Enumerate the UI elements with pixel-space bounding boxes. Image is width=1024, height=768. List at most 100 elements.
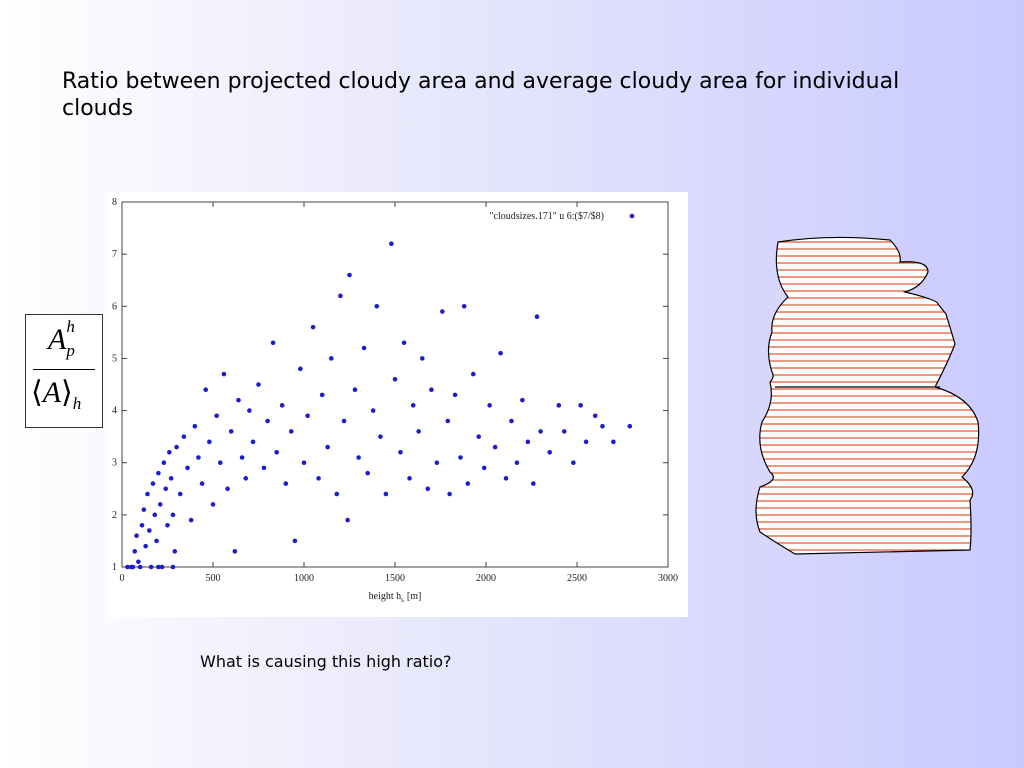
point	[378, 434, 383, 439]
x-axis-label-unit: [m]	[407, 591, 421, 602]
y-tick-label: 5	[112, 353, 117, 364]
point	[503, 476, 509, 481]
point	[356, 455, 361, 460]
point	[352, 387, 358, 393]
point	[492, 444, 498, 450]
point	[398, 449, 403, 455]
point	[165, 522, 170, 528]
point	[154, 538, 159, 544]
point	[319, 392, 325, 398]
point	[203, 387, 209, 393]
point	[465, 481, 471, 486]
point	[141, 507, 147, 512]
fraction-bar	[33, 369, 95, 370]
y-tick-label: 3	[112, 458, 117, 469]
point	[338, 293, 343, 299]
point	[168, 476, 174, 481]
y-tick-label: 4	[112, 406, 117, 417]
point	[177, 491, 183, 497]
point	[305, 413, 310, 419]
point	[458, 455, 463, 460]
point	[214, 413, 219, 419]
cloud-stripes	[756, 237, 979, 555]
point	[392, 376, 398, 382]
cloud-drawing	[755, 236, 980, 555]
point	[279, 403, 285, 408]
point	[210, 502, 216, 507]
point	[561, 429, 567, 434]
point	[167, 449, 172, 455]
point	[188, 517, 194, 523]
point	[152, 512, 158, 518]
point	[292, 538, 298, 544]
point	[130, 564, 136, 570]
point	[274, 449, 279, 455]
point	[416, 429, 421, 434]
point	[389, 241, 394, 247]
y-tick-label: 7	[112, 249, 117, 260]
point	[283, 481, 289, 486]
x-axis-label: height hs [m]	[369, 591, 422, 604]
chart: 1 2 3 4 5 6 7 8 0 500 1000 1500 2000 2500 3000 height h…	[112, 197, 678, 604]
point	[410, 403, 416, 408]
x-tick-label: 2500	[567, 573, 587, 584]
point	[461, 303, 467, 309]
point	[256, 382, 261, 387]
point	[132, 549, 138, 554]
point	[170, 564, 176, 570]
point	[534, 314, 540, 320]
point	[347, 272, 352, 278]
point	[470, 371, 476, 377]
point	[174, 444, 179, 450]
point	[250, 439, 256, 445]
point	[134, 533, 139, 539]
point	[228, 429, 234, 434]
point	[192, 423, 198, 429]
legend-label: "cloudsizes.171" u 6:($7/$8)	[489, 211, 604, 222]
point	[341, 418, 347, 424]
point	[481, 465, 487, 471]
point	[196, 455, 201, 460]
point	[445, 418, 451, 424]
question-text: What is causing this high ratio?	[200, 652, 452, 671]
point	[401, 340, 407, 346]
point	[365, 470, 371, 476]
point	[447, 491, 452, 497]
point	[547, 449, 552, 455]
formula-sup: h	[66, 317, 75, 336]
point	[185, 465, 190, 471]
point	[232, 549, 238, 554]
point	[525, 439, 531, 445]
point	[325, 444, 330, 450]
point	[334, 491, 340, 497]
point	[329, 356, 334, 361]
point	[199, 481, 205, 486]
point	[592, 413, 598, 419]
point	[383, 491, 389, 497]
point	[440, 309, 445, 314]
point	[425, 486, 431, 492]
formula-bracket: ⟨	[31, 376, 43, 409]
point	[498, 350, 503, 356]
y-tick-label: 1	[112, 562, 117, 573]
point	[243, 476, 249, 481]
legend-marker	[629, 213, 635, 219]
point	[476, 434, 482, 439]
point	[265, 418, 270, 424]
point	[136, 559, 141, 565]
point	[156, 564, 161, 570]
point	[407, 476, 412, 481]
point	[139, 522, 145, 528]
point	[236, 397, 241, 403]
point	[345, 517, 350, 523]
point	[239, 455, 245, 460]
x-tick-label: 0	[120, 573, 125, 584]
point	[261, 465, 267, 471]
y-tick-label: 6	[112, 301, 117, 312]
point	[270, 340, 276, 346]
point	[374, 303, 380, 309]
point	[487, 403, 492, 408]
x-tick-label: 1000	[294, 573, 314, 584]
y-tick-label: 2	[112, 510, 117, 521]
